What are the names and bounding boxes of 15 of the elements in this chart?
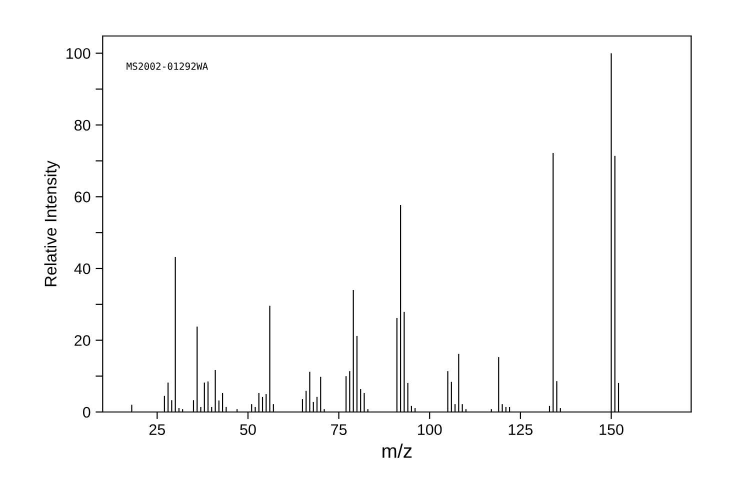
x-tick-label: 25 [149,424,166,436]
x-tick-label: 50 [240,424,256,436]
y-tick-label: 20 [74,335,90,346]
y-axis-title: Relative Intensity [44,160,60,286]
x-axis-title: m/z [382,444,412,458]
y-tick-label: 0 [82,406,90,418]
x-tick-label: 125 [508,424,533,436]
x-tick-label: 100 [418,424,442,436]
y-tick-label: 100 [66,48,90,59]
y-tick-label: 80 [74,120,90,131]
y-tick-label: 40 [74,263,90,274]
x-tick-label: 150 [600,424,624,436]
y-tick-label: 60 [74,192,90,202]
annotation: MS2002-01292WA [126,62,208,70]
x-tick-label: 75 [331,424,347,436]
